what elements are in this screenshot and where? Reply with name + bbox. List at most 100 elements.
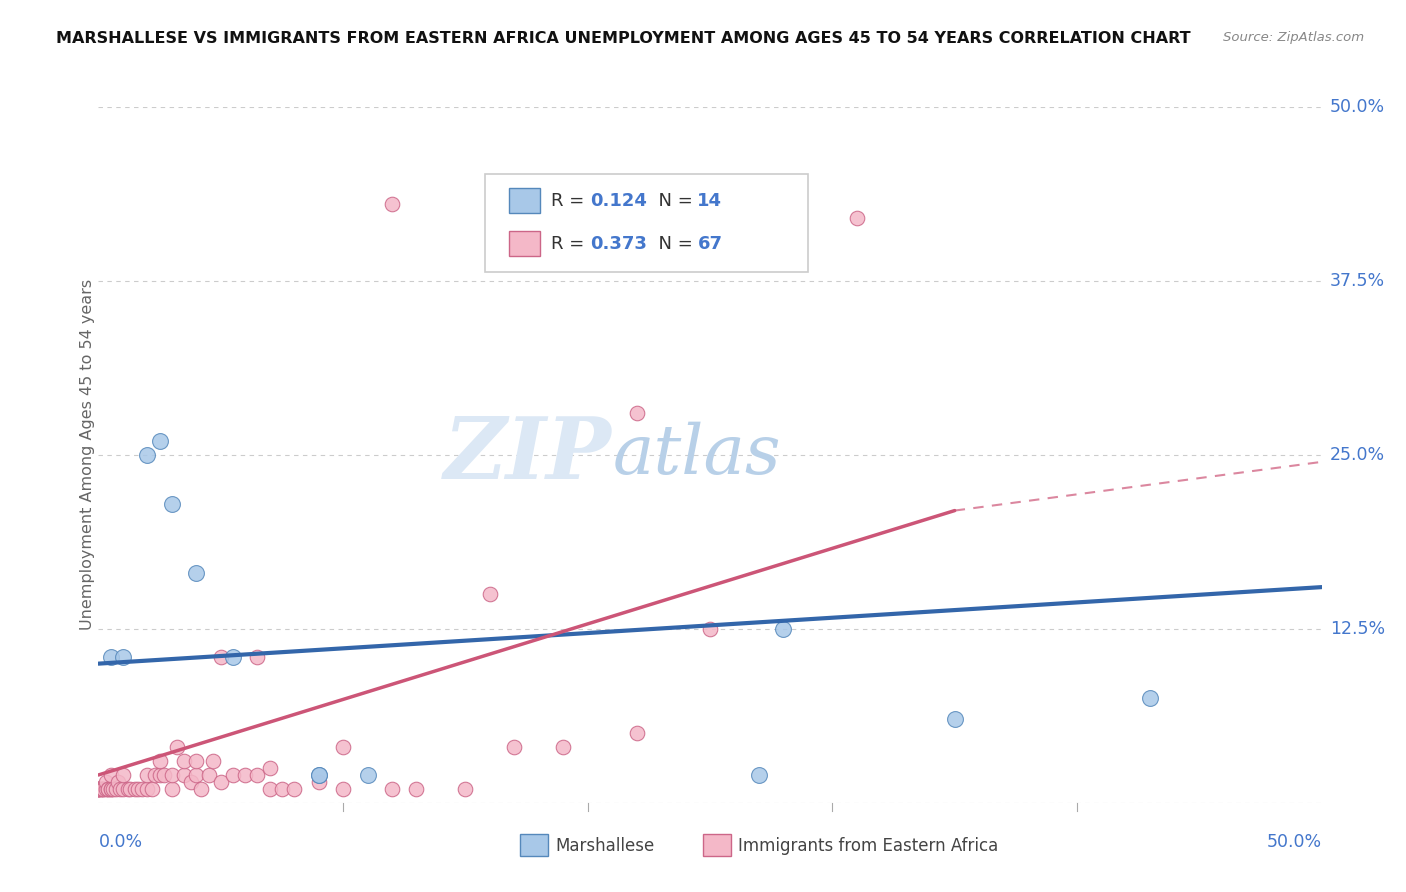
Point [160,781,183,796]
Point [405,781,427,796]
Point [97,781,120,796]
Text: 12.5%: 12.5% [1330,620,1385,638]
Point [626,406,648,420]
Point [222,649,245,664]
Point [381,781,404,796]
Point [90,781,112,796]
Point [222,768,245,782]
Point [772,622,794,636]
Point [97,781,120,796]
Point [111,649,134,664]
Point [141,781,163,796]
Text: N =: N = [647,192,699,210]
Point [202,754,225,768]
Point [87,781,110,796]
Point [332,740,354,755]
Point [197,768,219,782]
Point [173,754,195,768]
Point [308,768,330,782]
Point [104,781,127,796]
Point [131,781,153,796]
Point [308,775,330,789]
Point [381,197,404,211]
Y-axis label: Unemployment Among Ages 45 to 54 years: Unemployment Among Ages 45 to 54 years [80,279,94,631]
Point [124,781,146,796]
Point [283,781,305,796]
Point [100,768,122,782]
Point [270,781,294,796]
Point [87,781,110,796]
Text: MARSHALLESE VS IMMIGRANTS FROM EASTERN AFRICA UNEMPLOYMENT AMONG AGES 45 TO 54 Y: MARSHALLESE VS IMMIGRANTS FROM EASTERN A… [56,31,1191,46]
Point [308,768,330,782]
Point [173,768,195,782]
Text: N =: N = [647,235,699,252]
Point [91,781,114,796]
Point [110,781,132,796]
Point [190,781,212,796]
Text: 50.0%: 50.0% [1267,833,1322,851]
Text: atlas: atlas [612,422,780,488]
Point [209,649,232,664]
Point [100,781,122,796]
Point [699,622,721,636]
Point [100,649,122,664]
Point [845,211,868,226]
Point [180,775,202,789]
Point [943,712,966,726]
Point [143,768,166,782]
Point [246,768,269,782]
Text: ZIP: ZIP [444,413,612,497]
Text: 67: 67 [697,235,723,252]
Point [233,768,256,782]
Point [111,768,134,782]
Point [332,781,354,796]
Point [186,754,208,768]
Point [149,768,172,782]
Point [127,781,149,796]
Point [149,434,172,448]
Point [259,781,281,796]
Point [94,775,117,789]
Point [117,781,139,796]
Point [153,768,176,782]
Point [101,781,124,796]
Point [186,768,208,782]
Point [120,781,142,796]
Point [166,740,188,755]
Text: 0.0%: 0.0% [98,833,142,851]
Point [553,740,575,755]
Point [454,781,477,796]
Text: 50.0%: 50.0% [1330,98,1385,116]
Point [136,768,159,782]
Point [209,775,232,789]
Point [94,781,117,796]
Point [107,775,129,789]
Text: R =: R = [551,235,591,252]
Point [503,740,526,755]
Point [149,754,172,768]
Point [160,768,183,782]
Point [246,649,269,664]
Point [186,566,208,581]
Point [111,781,134,796]
Point [356,768,378,782]
Point [478,587,501,601]
Text: 14: 14 [697,192,723,210]
Point [259,761,281,775]
Text: Immigrants from Eastern Africa: Immigrants from Eastern Africa [738,837,998,855]
Text: 0.373: 0.373 [591,235,647,252]
Point [136,448,159,462]
Point [87,781,110,796]
Point [136,781,159,796]
Point [1139,691,1161,706]
Point [100,781,122,796]
Point [748,768,770,782]
Point [87,781,110,796]
Text: 37.5%: 37.5% [1330,272,1385,290]
Point [626,726,648,740]
Point [87,781,110,796]
Point [90,781,112,796]
Point [160,497,183,511]
Text: R =: R = [551,192,591,210]
Text: 25.0%: 25.0% [1330,446,1385,464]
